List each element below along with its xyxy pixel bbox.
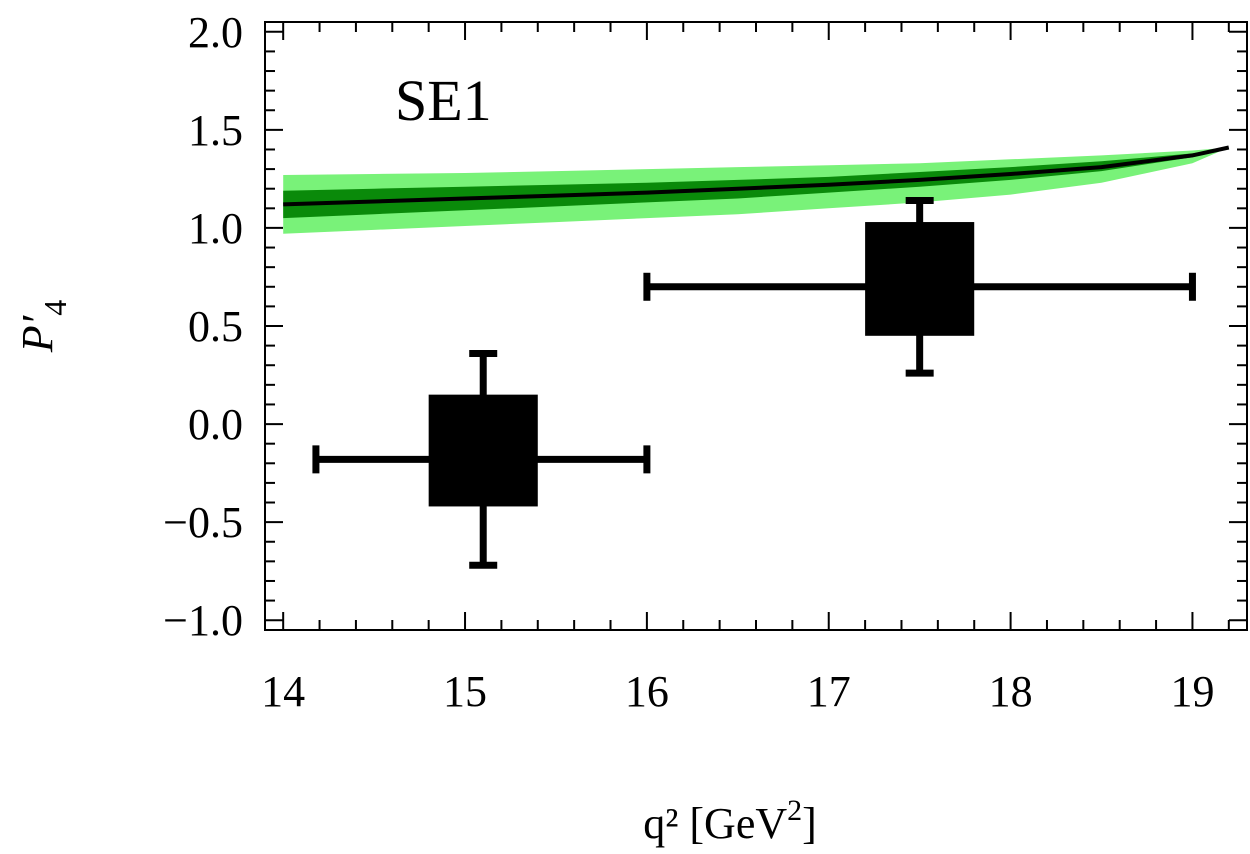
y-tick-label: 0.0: [188, 400, 243, 449]
y-axis-title-sub: 4: [37, 300, 73, 316]
x-axis-title-sup: 2: [787, 794, 802, 827]
y-tick-label: −1.0: [163, 596, 243, 645]
measurement-group: [312, 196, 1196, 569]
panel-label: SE1: [395, 68, 492, 133]
measurement-point-2: [643, 196, 1196, 377]
x-axis-title-close: ]: [802, 799, 817, 848]
y-axis-title: P′4: [13, 300, 73, 354]
measurement-box: [865, 222, 975, 336]
y-tick-label: 1.5: [188, 106, 243, 155]
x-tick-label: 17: [807, 667, 851, 716]
theory-central-line: [283, 145, 1230, 207]
x-tick-label: 18: [989, 667, 1033, 716]
x-tick-label: 19: [1170, 667, 1214, 716]
y-axis-title-prime: ′: [13, 314, 62, 325]
y-tick-label: 0.5: [188, 302, 243, 351]
x-tick-label: 15: [443, 667, 487, 716]
y-axis-title-base: P: [13, 325, 62, 353]
x-tick-label: 16: [625, 667, 669, 716]
measurement-box: [428, 394, 538, 507]
theory-band-inner: [283, 147, 1229, 219]
tick-group: [265, 22, 1247, 630]
x-tick-label: 14: [261, 667, 305, 716]
measurement-point-1: [312, 349, 651, 569]
theory-band-group: [283, 145, 1230, 234]
tick-label-group: 14 15 16 17 18 19 2.0 1.5 1.0 0.5 0.0 −0.5 −1.0: [163, 8, 1214, 716]
y-tick-label: 2.0: [188, 8, 243, 57]
y-tick-label: 1.0: [188, 204, 243, 253]
y-tick-label: −0.5: [163, 498, 243, 547]
x-axis-title: q² [GeV2]: [643, 794, 817, 848]
x-axis-title-main: q² [GeV: [643, 799, 787, 848]
